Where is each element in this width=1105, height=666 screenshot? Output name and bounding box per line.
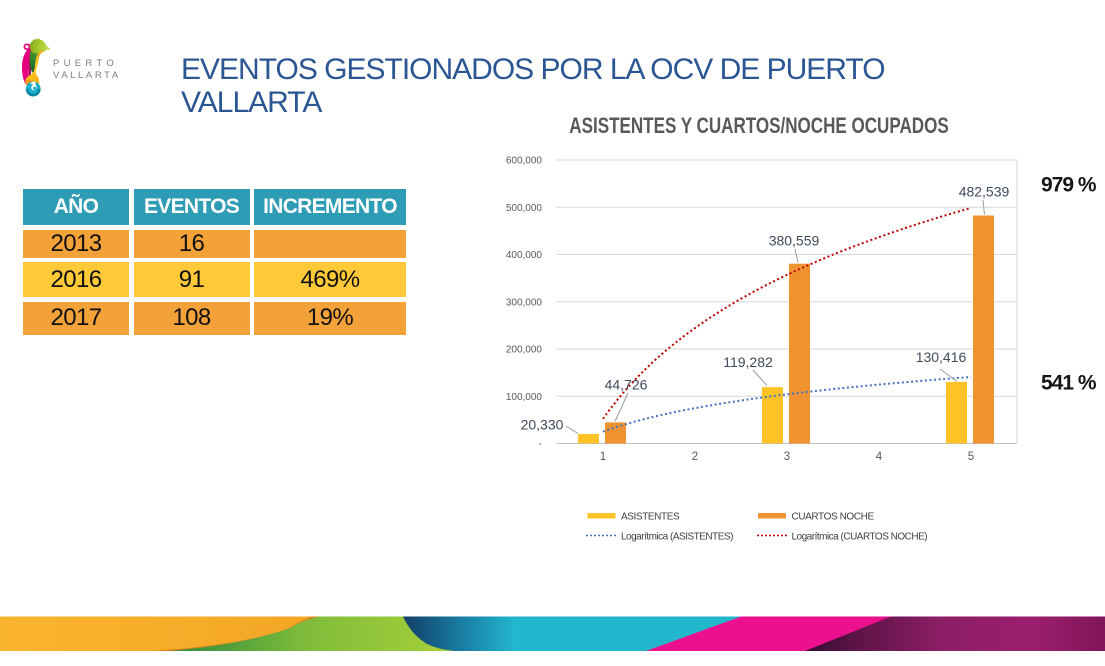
svg-text:130,416: 130,416 (916, 349, 967, 365)
svg-text:5: 5 (968, 451, 974, 463)
svg-text:500,000: 500,000 (506, 203, 543, 214)
svg-text:541 %: 541 % (1041, 372, 1097, 395)
svg-text:4: 4 (876, 451, 883, 463)
svg-text:300,000: 300,000 (506, 297, 543, 308)
svg-text:380,559: 380,559 (769, 233, 820, 249)
svg-text:979 %: 979 % (1041, 174, 1097, 197)
svg-text:Logarítmica (CUARTOS NOCHE): Logarítmica (CUARTOS NOCHE) (792, 532, 928, 543)
svg-text:3: 3 (784, 451, 790, 463)
svg-text:44,726: 44,726 (605, 377, 648, 393)
svg-text:400,000: 400,000 (506, 250, 543, 261)
svg-text:119,282: 119,282 (723, 354, 773, 370)
svg-text:ASISTENTES: ASISTENTES (621, 512, 680, 523)
svg-text:1: 1 (600, 451, 606, 463)
svg-text:CUARTOS NOCHE: CUARTOS NOCHE (792, 512, 875, 523)
svg-text:Logarítmica (ASISTENTES): Logarítmica (ASISTENTES) (621, 532, 733, 543)
svg-text:600,000: 600,000 (506, 156, 543, 167)
svg-text:2: 2 (692, 451, 698, 463)
svg-text:ASISTENTES Y CUARTOS/NOCHE OCU: ASISTENTES Y CUARTOS/NOCHE OCUPADOS (569, 114, 948, 139)
svg-text:482,539: 482,539 (959, 184, 1010, 200)
svg-text:200,000: 200,000 (506, 345, 543, 356)
svg-text:-: - (539, 439, 542, 450)
svg-text:20,330: 20,330 (521, 417, 564, 433)
svg-text:100,000: 100,000 (506, 392, 543, 403)
